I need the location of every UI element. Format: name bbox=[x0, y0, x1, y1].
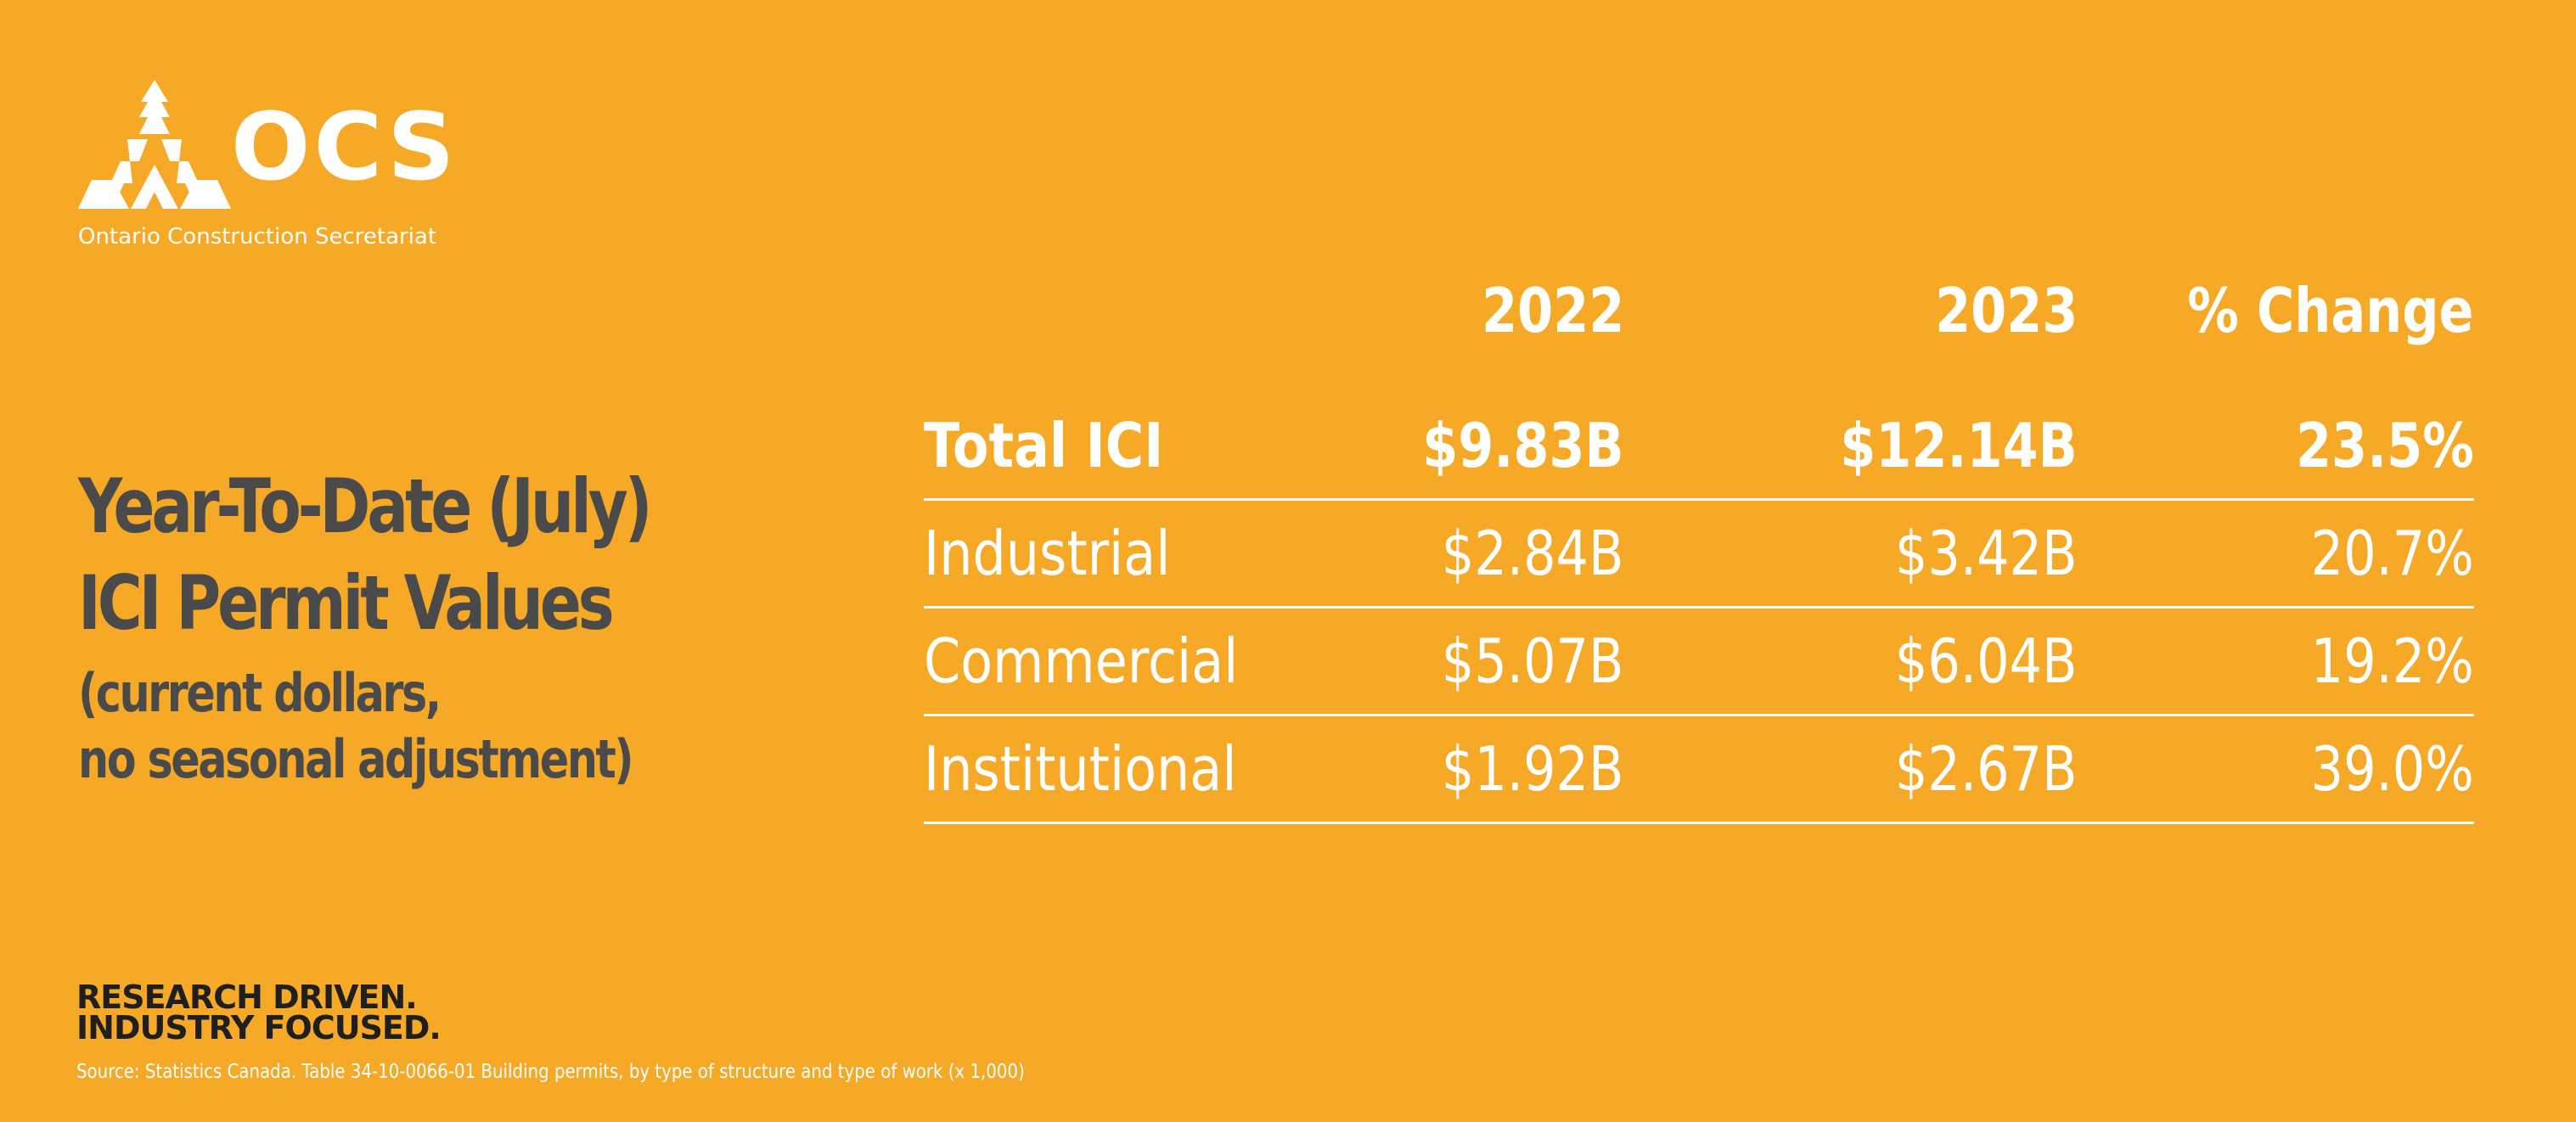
table-row: Total ICI $9.83B $12.14B 23.5% bbox=[924, 390, 2474, 498]
chart-subtitle-line-2: no seasonal adjustment) bbox=[78, 728, 634, 790]
tagline-line-1: RESEARCH DRIVEN. bbox=[76, 979, 418, 1016]
row-label: Industrial bbox=[924, 518, 1171, 589]
chart-title-line-2: ICI Permit Values bbox=[78, 559, 615, 647]
cell-2022: $1.92B bbox=[1442, 733, 1624, 805]
cell-2023: $12.14B bbox=[1840, 410, 2078, 481]
ocs-logo-mark-icon bbox=[78, 80, 231, 209]
table-row: Commercial $5.07B $6.04B 19.2% bbox=[924, 606, 2474, 714]
row-label: Total ICI bbox=[924, 410, 1164, 481]
cell-change: 23.5% bbox=[2296, 410, 2474, 481]
cell-change: 20.7% bbox=[2310, 518, 2474, 589]
row-divider bbox=[924, 606, 2474, 609]
cell-2023: $2.67B bbox=[1895, 733, 2078, 805]
column-header-1: 2023 bbox=[1934, 275, 2078, 346]
row-divider bbox=[924, 498, 2474, 501]
cell-change: 19.2% bbox=[2310, 626, 2474, 697]
cell-2023: $6.04B bbox=[1895, 626, 2078, 697]
ocs-wordmark: OCS bbox=[231, 93, 458, 201]
cell-2022: $9.83B bbox=[1422, 410, 1624, 481]
row-label: Institutional bbox=[924, 733, 1237, 805]
column-header-2: % Change bbox=[2187, 275, 2474, 346]
cell-change: 39.0% bbox=[2310, 733, 2474, 805]
row-divider bbox=[924, 714, 2474, 716]
ocs-logo: OCS Ontario Construction Secretariat bbox=[78, 80, 477, 258]
tagline-line-2: INDUSTRY FOCUSED. bbox=[76, 1009, 442, 1046]
chart-title-line-1: Year-To-Date (July) bbox=[78, 463, 653, 550]
chart-title-block: Year-To-Date (July) ICI Permit Values (c… bbox=[78, 458, 842, 793]
chart-subtitle-line-1: (current dollars, bbox=[78, 662, 442, 724]
tagline: RESEARCH DRIVEN. INDUSTRY FOCUSED. bbox=[76, 979, 442, 1046]
ocs-logo-subtitle: Ontario Construction Secretariat bbox=[78, 224, 437, 250]
table-row: Institutional $1.92B $2.67B 39.0% bbox=[924, 714, 2474, 822]
cell-2023: $3.42B bbox=[1895, 518, 2078, 589]
row-divider bbox=[924, 822, 2474, 824]
table-row: Industrial $2.84B $3.42B 20.7% bbox=[924, 498, 2474, 606]
column-header-0: 2022 bbox=[1481, 275, 1624, 346]
cell-2022: $2.84B bbox=[1442, 518, 1624, 589]
source-note: Source: Statistics Canada. Table 34-10-0… bbox=[76, 1061, 1025, 1083]
cell-2022: $5.07B bbox=[1442, 626, 1624, 697]
row-label: Commercial bbox=[924, 626, 1239, 697]
